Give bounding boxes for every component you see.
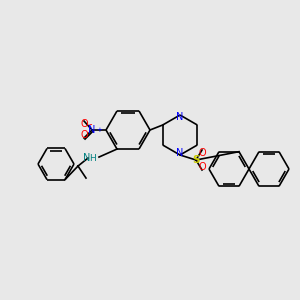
Text: O: O bbox=[198, 148, 206, 158]
Text: N: N bbox=[176, 148, 184, 158]
Text: S: S bbox=[192, 155, 200, 165]
Text: H: H bbox=[89, 154, 96, 163]
Text: N: N bbox=[82, 153, 90, 163]
Text: -: - bbox=[89, 119, 92, 129]
Text: N: N bbox=[88, 125, 96, 135]
Text: O: O bbox=[80, 119, 88, 129]
Text: O: O bbox=[80, 130, 88, 140]
Text: O: O bbox=[198, 162, 206, 172]
Text: N: N bbox=[176, 112, 184, 122]
Text: +: + bbox=[96, 127, 102, 133]
